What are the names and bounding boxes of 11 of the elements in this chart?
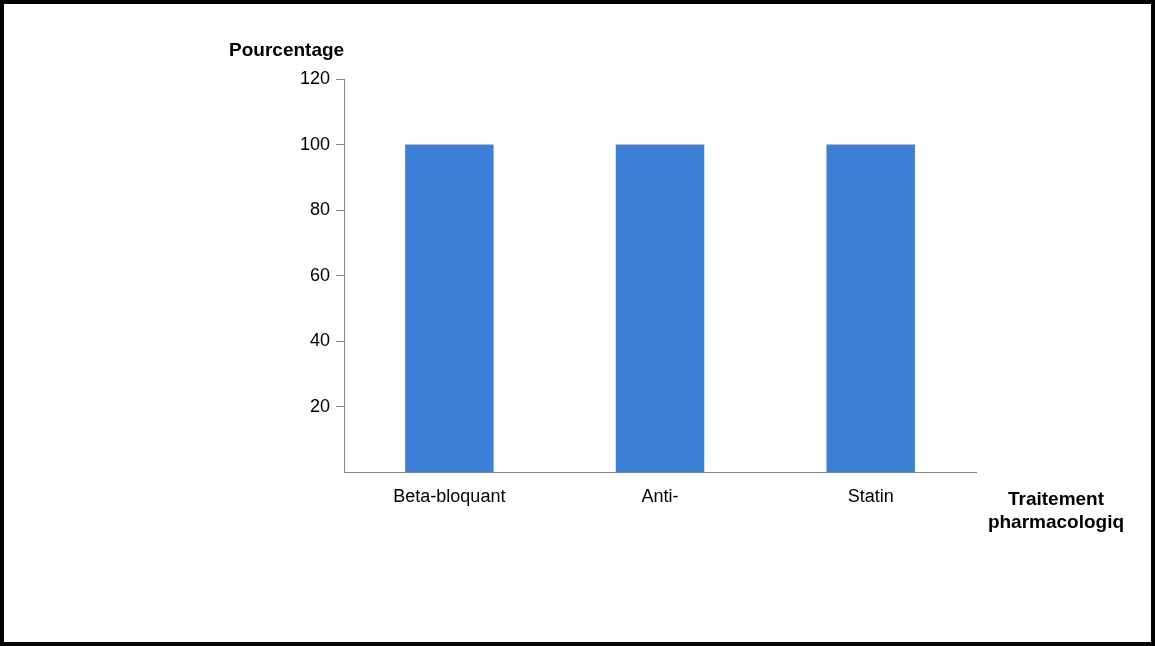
y-tick-label: 20 [310, 395, 331, 416]
y-tick-label: 100 [299, 133, 331, 154]
y-tick-label: 40 [310, 330, 331, 351]
x-tick-label: Anti- [641, 486, 679, 507]
y-tick-label: 60 [310, 264, 331, 285]
y-tick-label: 80 [310, 199, 331, 220]
y-tick-label: 120 [299, 67, 331, 88]
x-tick-label: Statin [847, 486, 894, 507]
x-tick-label: Beta-bloquant [393, 486, 506, 507]
x-axis-title: Traitement pharmacologiq [987, 488, 1125, 533]
y-axis-title: Pourcentage [229, 39, 345, 61]
